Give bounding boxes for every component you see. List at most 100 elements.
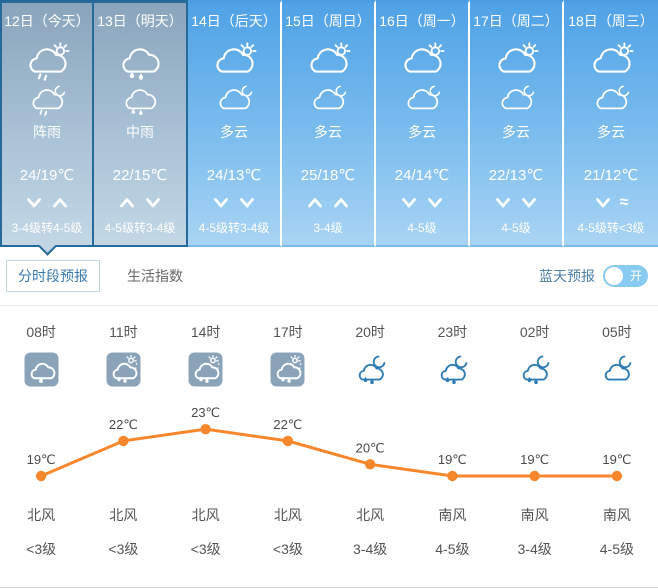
day-wind-level: 4-5级 (407, 221, 437, 235)
wind-arrow-down-icon (595, 197, 610, 207)
hour-wind-level: <3级 (26, 541, 57, 557)
day-card[interactable]: 14日（后天） 多云 24/13℃ 4-5级转3-4级 (188, 0, 282, 247)
toggle-knob-icon (605, 267, 623, 285)
day-temp-range: 25/18℃ (300, 167, 356, 184)
shower-tile-icon (82, 352, 164, 387)
wind-direction-arrows (94, 195, 186, 209)
tab-bar: 分时段预报 生活指数 蓝天预报 开 (0, 247, 658, 306)
hour-time: 02时 (519, 324, 550, 340)
wind-arrow-up-icon (334, 197, 348, 207)
day-condition: 多云 (408, 124, 436, 140)
day-wind-level: 4-5级转<3级 (577, 221, 645, 235)
hour-wind-level: <3级 (108, 541, 139, 557)
seven-day-forecast: 12日（今天） 阵雨 24/19℃ 3-4级转4-5级 13日（明天） 中雨 2… (0, 0, 658, 247)
cloudy-night-icon (188, 84, 280, 117)
wind-arrow-down-icon (214, 197, 228, 207)
temp-point (529, 470, 540, 482)
day-card[interactable]: 17日（周二） 多云 22/13℃ 4-5级 (470, 0, 564, 247)
night-cloudy-icon (576, 352, 658, 387)
temperature-line-chart: 19℃ 22℃ 23℃ 22℃ 20℃ 19℃ 19℃ 19℃ (27, 405, 631, 482)
temp-point (611, 470, 623, 482)
temp-label: 22℃ (109, 417, 138, 432)
temp-label: 20℃ (356, 440, 385, 455)
hour-time: 08时 (26, 324, 56, 340)
day-condition: 中雨 (126, 124, 154, 140)
blue-sky-toggle[interactable]: 开 (603, 265, 648, 287)
wind-arrow-down-icon (146, 197, 160, 207)
day-date: 14日（后天） (191, 13, 277, 29)
shower-tile-icon (165, 352, 247, 387)
cloudy-night-icon (564, 84, 658, 117)
day-temp-range: 22/13℃ (488, 167, 544, 184)
tab-life-index[interactable]: 生活指数 (127, 268, 183, 284)
hour-wind-direction: 北风 (273, 507, 302, 523)
cloudy-night-icon (376, 84, 468, 117)
rain-tile-icon (0, 352, 82, 387)
hour-wind-direction: 北风 (109, 507, 138, 523)
cloudy-night-icon (282, 84, 374, 117)
day-temp-range: 24/19℃ (19, 167, 75, 184)
cloudy-day-icon (470, 42, 562, 82)
day-card[interactable]: 15日（周日） 多云 25/18℃ 3-4级 (282, 0, 376, 247)
wind-direction-arrows (376, 195, 468, 209)
temp-point (35, 470, 47, 482)
hour-wind-direction: 北风 (191, 507, 220, 523)
day-condition: 多云 (220, 124, 248, 140)
hour-wind-direction: 南风 (520, 507, 549, 523)
wind-direction-arrows: ≈ (564, 194, 658, 210)
hour-time: 11时 (109, 324, 138, 340)
wind-direction-arrows (470, 195, 562, 209)
night-shower-icon (494, 352, 576, 387)
hour-times-row: 08时 11时 14时 17时 20时 23时 02时 05时 (0, 322, 658, 342)
day-card[interactable]: 16日（周一） 多云 24/14℃ 4-5级 (376, 0, 470, 247)
cloudy-day-icon (188, 42, 280, 82)
cloudy-day-icon (282, 42, 374, 82)
blue-sky-forecast: 蓝天预报 开 (539, 265, 648, 287)
day-date: 16日（周一） (379, 13, 465, 29)
day-card[interactable]: 13日（明天） 中雨 22/15℃ 4-5级转3-4级 (94, 0, 188, 247)
day-date: 12日（今天） (4, 13, 90, 29)
day-card[interactable]: 12日（今天） 阵雨 24/19℃ 3-4级转4-5级 (0, 0, 94, 247)
day-wind-level: 3-4级转4-5级 (11, 221, 83, 235)
rain-icon (94, 84, 186, 117)
hour-wind-direction: 北风 (27, 507, 56, 523)
day-condition: 多云 (314, 124, 342, 140)
wind-arrow-down-icon (496, 197, 510, 207)
rain-icon (94, 42, 186, 82)
tab-hourly-forecast[interactable]: 分时段预报 (6, 260, 100, 292)
hour-wind-level: 3-4级 (353, 541, 388, 557)
cloudy-day-icon (564, 42, 658, 82)
day-condition: 多云 (502, 124, 530, 140)
day-card[interactable]: 18日（周三） 多云 21/12℃ ≈ 4-5级转<3级 (564, 0, 658, 247)
hour-wind-direction: 南风 (602, 507, 631, 523)
blue-sky-label: 蓝天预报 (539, 268, 595, 284)
night-shower-icon (411, 352, 493, 387)
day-wind-level: 4-5级 (501, 221, 531, 235)
hour-wind-direction-row: 北风 北风 北风 北风 北风 南风 南风 南风 (0, 505, 658, 525)
hour-time: 05时 (602, 324, 632, 340)
shower-tile-icon (247, 352, 329, 387)
hour-time: 17时 (273, 324, 303, 340)
shower-day-icon (2, 42, 92, 82)
hour-wind-level: 4-5级 (435, 541, 470, 557)
day-wind-level: 4-5级转3-4级 (104, 221, 176, 235)
hour-time: 14时 (190, 324, 221, 340)
wind-arrow-up-icon (308, 197, 322, 207)
wind-arrow-down-icon (402, 197, 416, 207)
temp-label: 23℃ (191, 405, 220, 420)
day-date: 18日（周三） (568, 13, 654, 29)
wind-arrow-down-icon (27, 197, 41, 207)
day-condition: 多云 (597, 124, 625, 140)
day-date: 15日（周日） (285, 13, 371, 29)
day-wind-level: 3-4级 (313, 221, 343, 235)
hour-time: 23时 (437, 324, 468, 340)
wind-direction-arrows (2, 195, 92, 209)
day-date: 13日（明天） (97, 13, 183, 29)
cloudy-night-icon (470, 84, 562, 117)
day-wind-level: 4-5级转3-4级 (198, 221, 270, 235)
hourly-forecast-panel: 08时 11时 14时 17时 20时 23时 02时 05时 19℃ 22℃ 23℃ 22℃ 20℃… (0, 306, 658, 588)
temp-point (364, 459, 376, 470)
hour-wind-direction: 北风 (356, 507, 385, 523)
day-condition: 阵雨 (33, 124, 61, 140)
temp-point (200, 424, 211, 435)
